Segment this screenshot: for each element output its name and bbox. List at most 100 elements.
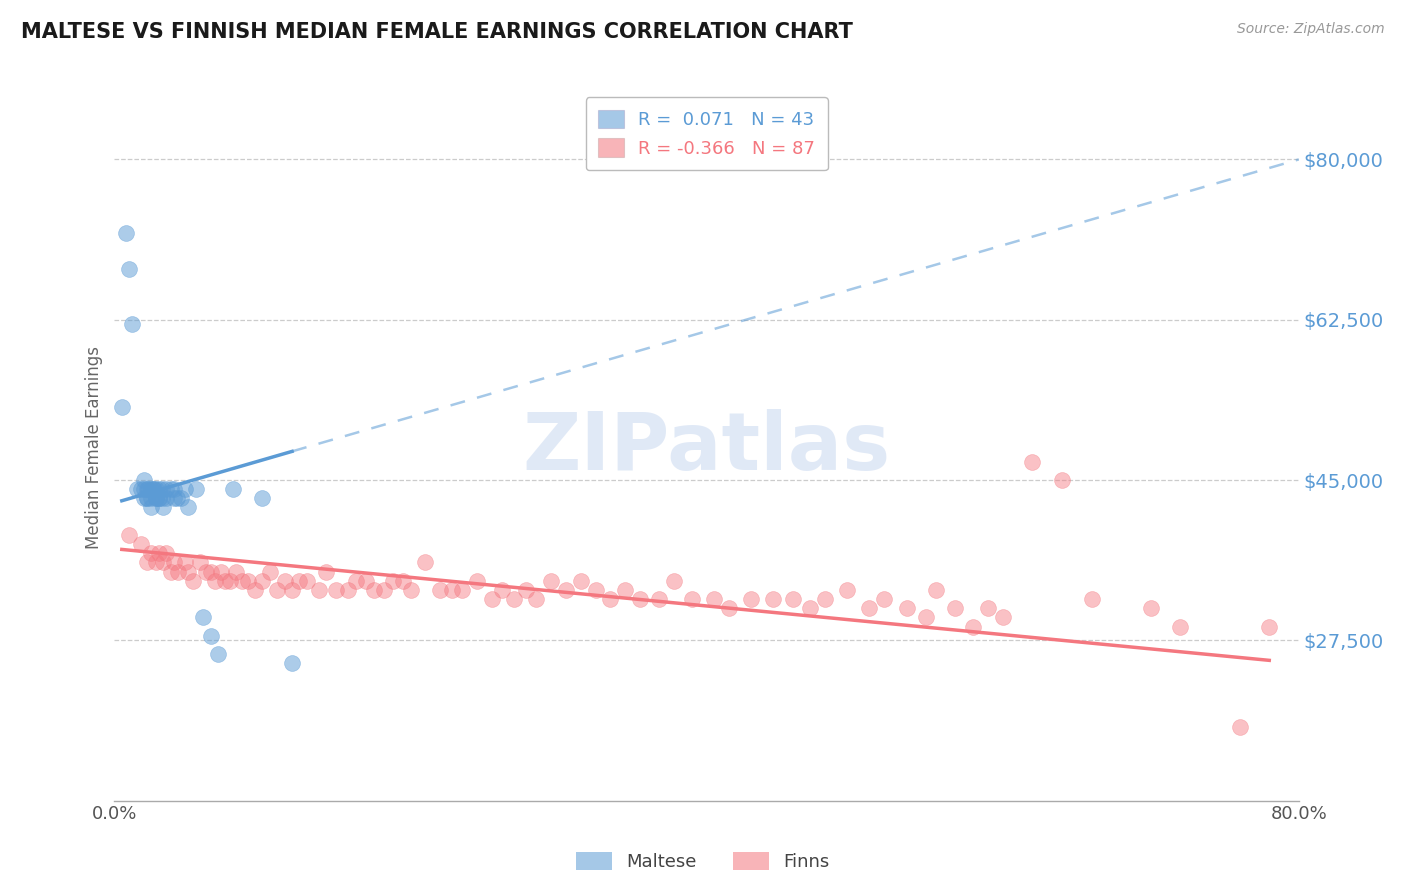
Point — [132, 491, 155, 506]
Point — [159, 565, 181, 579]
Point — [662, 574, 685, 588]
Point — [491, 582, 513, 597]
Point — [207, 647, 229, 661]
Point — [204, 574, 226, 588]
Point — [266, 582, 288, 597]
Point — [129, 537, 152, 551]
Point — [188, 556, 211, 570]
Point — [762, 592, 785, 607]
Point — [148, 491, 170, 506]
Point — [703, 592, 725, 607]
Point — [166, 491, 188, 506]
Point — [540, 574, 562, 588]
Legend: Maltese, Finns: Maltese, Finns — [569, 845, 837, 879]
Point — [381, 574, 404, 588]
Point — [325, 582, 347, 597]
Point — [1139, 601, 1161, 615]
Point — [315, 565, 337, 579]
Point — [524, 592, 547, 607]
Point — [142, 482, 165, 496]
Point — [145, 491, 167, 506]
Text: ZIPatlas: ZIPatlas — [523, 409, 891, 487]
Point — [174, 482, 197, 496]
Point — [184, 482, 207, 496]
Point — [481, 592, 503, 607]
Point — [243, 582, 266, 597]
Point — [925, 582, 948, 597]
Text: MALTESE VS FINNISH MEDIAN FEMALE EARNINGS CORRELATION CHART: MALTESE VS FINNISH MEDIAN FEMALE EARNING… — [21, 22, 853, 42]
Point — [148, 482, 170, 496]
Point — [392, 574, 415, 588]
Point — [150, 482, 173, 496]
Point — [281, 657, 304, 671]
Point — [125, 482, 148, 496]
Point — [195, 565, 218, 579]
Point — [373, 582, 395, 597]
Point — [219, 574, 242, 588]
Point — [943, 601, 966, 615]
Point — [628, 592, 651, 607]
Point — [681, 592, 703, 607]
Point — [569, 574, 592, 588]
Point — [177, 565, 200, 579]
Point — [614, 582, 637, 597]
Point — [451, 582, 474, 597]
Point — [152, 556, 174, 570]
Point — [648, 592, 671, 607]
Point — [740, 592, 762, 607]
Point — [141, 482, 163, 496]
Point — [991, 610, 1014, 624]
Point — [145, 491, 167, 506]
Point — [363, 582, 385, 597]
Legend: R =  0.071   N = 43, R = -0.366   N = 87: R = 0.071 N = 43, R = -0.366 N = 87 — [586, 97, 828, 170]
Point — [150, 491, 173, 506]
Point — [200, 565, 222, 579]
Point — [118, 262, 141, 277]
Point — [141, 546, 163, 560]
Point — [814, 592, 837, 607]
Point — [1050, 473, 1073, 487]
Point — [1021, 455, 1043, 469]
Point — [118, 528, 141, 542]
Point — [1170, 619, 1192, 633]
Point — [177, 500, 200, 515]
Point — [155, 546, 177, 560]
Point — [222, 482, 245, 496]
Point — [799, 601, 821, 615]
Point — [503, 592, 526, 607]
Point — [145, 556, 167, 570]
Point — [344, 574, 367, 588]
Point — [193, 610, 215, 624]
Point — [717, 601, 740, 615]
Point — [115, 226, 138, 240]
Point — [174, 556, 197, 570]
Point — [858, 601, 880, 615]
Point — [148, 546, 170, 560]
Point — [141, 500, 163, 515]
Point — [136, 491, 159, 506]
Point — [585, 582, 607, 597]
Point — [308, 582, 330, 597]
Point — [337, 582, 360, 597]
Text: Source: ZipAtlas.com: Source: ZipAtlas.com — [1237, 22, 1385, 37]
Point — [170, 491, 193, 506]
Point — [209, 565, 232, 579]
Point — [782, 592, 804, 607]
Point — [141, 491, 163, 506]
Point — [132, 473, 155, 487]
Point — [252, 574, 274, 588]
Point — [1080, 592, 1102, 607]
Point — [281, 582, 304, 597]
Point — [111, 400, 134, 414]
Point — [121, 318, 143, 332]
Point — [354, 574, 377, 588]
Point — [231, 574, 253, 588]
Point — [440, 582, 463, 597]
Point — [162, 482, 184, 496]
Point — [599, 592, 621, 607]
Y-axis label: Median Female Earnings: Median Female Earnings — [86, 346, 103, 549]
Point — [136, 491, 159, 506]
Point — [1258, 619, 1281, 633]
Point — [555, 582, 578, 597]
Point — [167, 565, 190, 579]
